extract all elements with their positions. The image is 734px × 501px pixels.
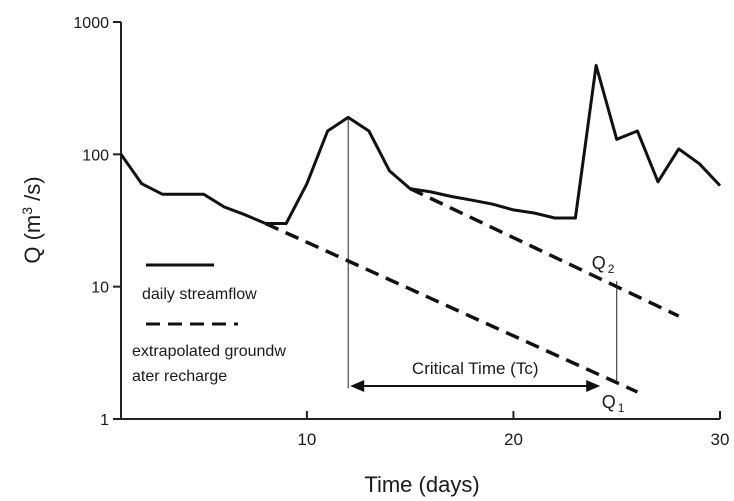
y-tick-label: 1 — [100, 412, 109, 429]
x-tick-label: 10 — [297, 430, 316, 449]
q1-label-subscript: 1 — [618, 401, 625, 415]
y-axis-title: Q (m3 /s) — [19, 176, 45, 263]
q1-label-base: Q — [602, 392, 616, 412]
critical-time-label: Critical Time (Tc) — [412, 359, 539, 378]
recession-dashed-line — [264, 221, 639, 394]
y-axis-title-tail: /s) — [20, 176, 45, 207]
y-axis-title-superscript: 3 — [19, 207, 35, 215]
legend: daily streamflow extrapolated groundw at… — [132, 263, 286, 385]
y-tick-label: 10 — [91, 280, 109, 297]
legend-dashed-label-line1: extrapolated groundw — [132, 343, 286, 360]
groundwater-recharge-lines — [264, 187, 680, 394]
legend-solid-label: daily streamflow — [142, 286, 257, 303]
critical-time-arrowhead-right — [586, 380, 601, 392]
q2-label-base: Q — [592, 253, 606, 273]
y-ticks-group: 1 10 100 1000 — [73, 15, 121, 429]
x-tick-label: 30 — [711, 430, 730, 449]
legend-dashed-label-line2: ater recharge — [132, 368, 227, 385]
x-tick-label: 20 — [504, 430, 523, 449]
x-ticks-group: 10 20 30 — [297, 411, 729, 449]
q2-label-subscript: 2 — [608, 262, 615, 276]
daily-streamflow-line — [119, 63, 722, 225]
critical-time-arrowhead-left — [350, 380, 365, 392]
y-tick-label: 1000 — [73, 15, 109, 32]
y-axis-title-base: Q (m — [20, 215, 45, 264]
y-tick-label: 100 — [82, 147, 109, 164]
recession-dashed-line — [409, 187, 680, 318]
x-axis-title: Time (days) — [364, 472, 479, 497]
